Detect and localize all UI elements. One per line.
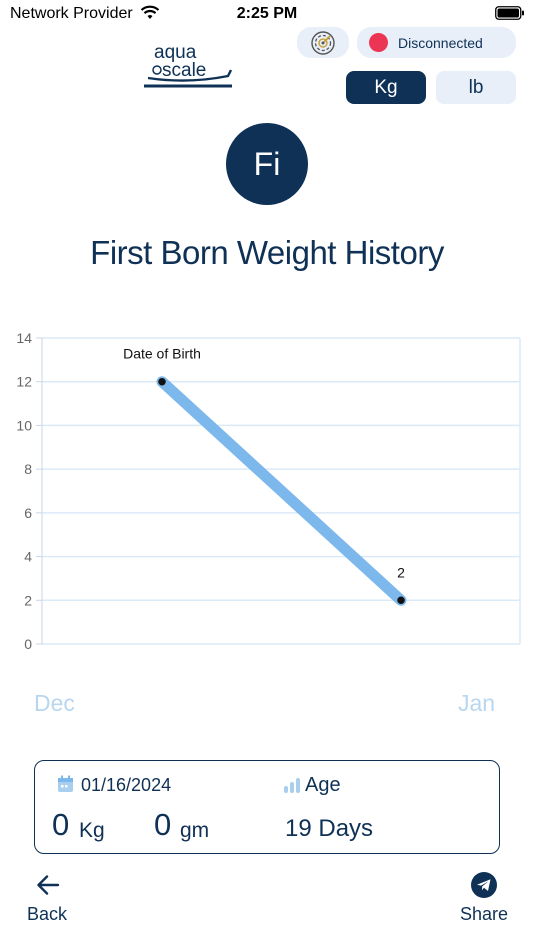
data-point-label: Date of Birth (123, 346, 201, 362)
month-label-dec: Dec (34, 690, 75, 716)
growth-chart-icon (284, 778, 300, 793)
unit-kg-button[interactable]: Kg (346, 71, 426, 104)
y-tick-label: 4 (24, 549, 32, 565)
weight-gm-unit: gm (180, 819, 210, 842)
telegram-send-icon (471, 872, 497, 898)
battery-icon (495, 6, 524, 20)
status-bar: Network Provider 2:25 PM (0, 0, 534, 28)
measurement-summary-card: 01/16/2024 Age 0 Kg 0 gm 19 Days (34, 760, 500, 854)
month-label-jan: Jan (458, 690, 496, 716)
weight-gm-value: 0 (154, 807, 172, 842)
back-button[interactable]: Back (22, 872, 74, 928)
y-tick-label: 8 (24, 461, 32, 477)
y-tick-label: 12 (16, 374, 32, 390)
y-tick-label: 0 (24, 636, 32, 652)
measurement-date: 01/16/2024 (81, 775, 172, 795)
scan-device-button[interactable] (297, 27, 349, 58)
logo-text-aqua: aqua (154, 42, 197, 63)
arrow-left-icon (37, 875, 60, 895)
connection-status-button[interactable]: Disconnected (357, 27, 516, 58)
series-line (156, 376, 407, 606)
share-label: Share (460, 904, 509, 924)
calendar-icon (58, 775, 73, 792)
y-tick-label: 10 (16, 417, 32, 433)
profile-avatar[interactable]: Fi (226, 123, 308, 205)
weight-kg-value: 0 (52, 807, 70, 842)
status-dot-icon (369, 33, 388, 52)
age-value: 19 Days (285, 815, 374, 842)
logo-text-scale: scale (162, 60, 206, 81)
carrier-name: Network Provider (10, 5, 133, 22)
y-tick-label: 6 (24, 505, 32, 521)
radar-scan-icon (311, 31, 335, 55)
weight-kg-unit: Kg (79, 819, 105, 842)
clock: 2:25 PM (236, 5, 298, 22)
age-label: Age (305, 774, 341, 796)
page-title: First Born Weight History (90, 234, 444, 271)
data-point-label: 2 (397, 564, 405, 580)
wifi-icon (140, 5, 160, 19)
weight-history-chart: 0 2 4 6 8 10 12 14 Date of Birth 2 (16, 330, 521, 652)
connection-status-label: Disconnected (398, 35, 483, 51)
back-label: Back (27, 904, 68, 924)
unit-lb-button[interactable]: lb (436, 71, 516, 104)
share-button[interactable]: Share (456, 872, 512, 928)
data-point (395, 595, 407, 606)
y-tick-label: 2 (24, 592, 32, 608)
aquascale-logo: aqua scale (140, 38, 236, 92)
data-point (156, 376, 168, 387)
y-tick-label: 14 (16, 330, 32, 346)
